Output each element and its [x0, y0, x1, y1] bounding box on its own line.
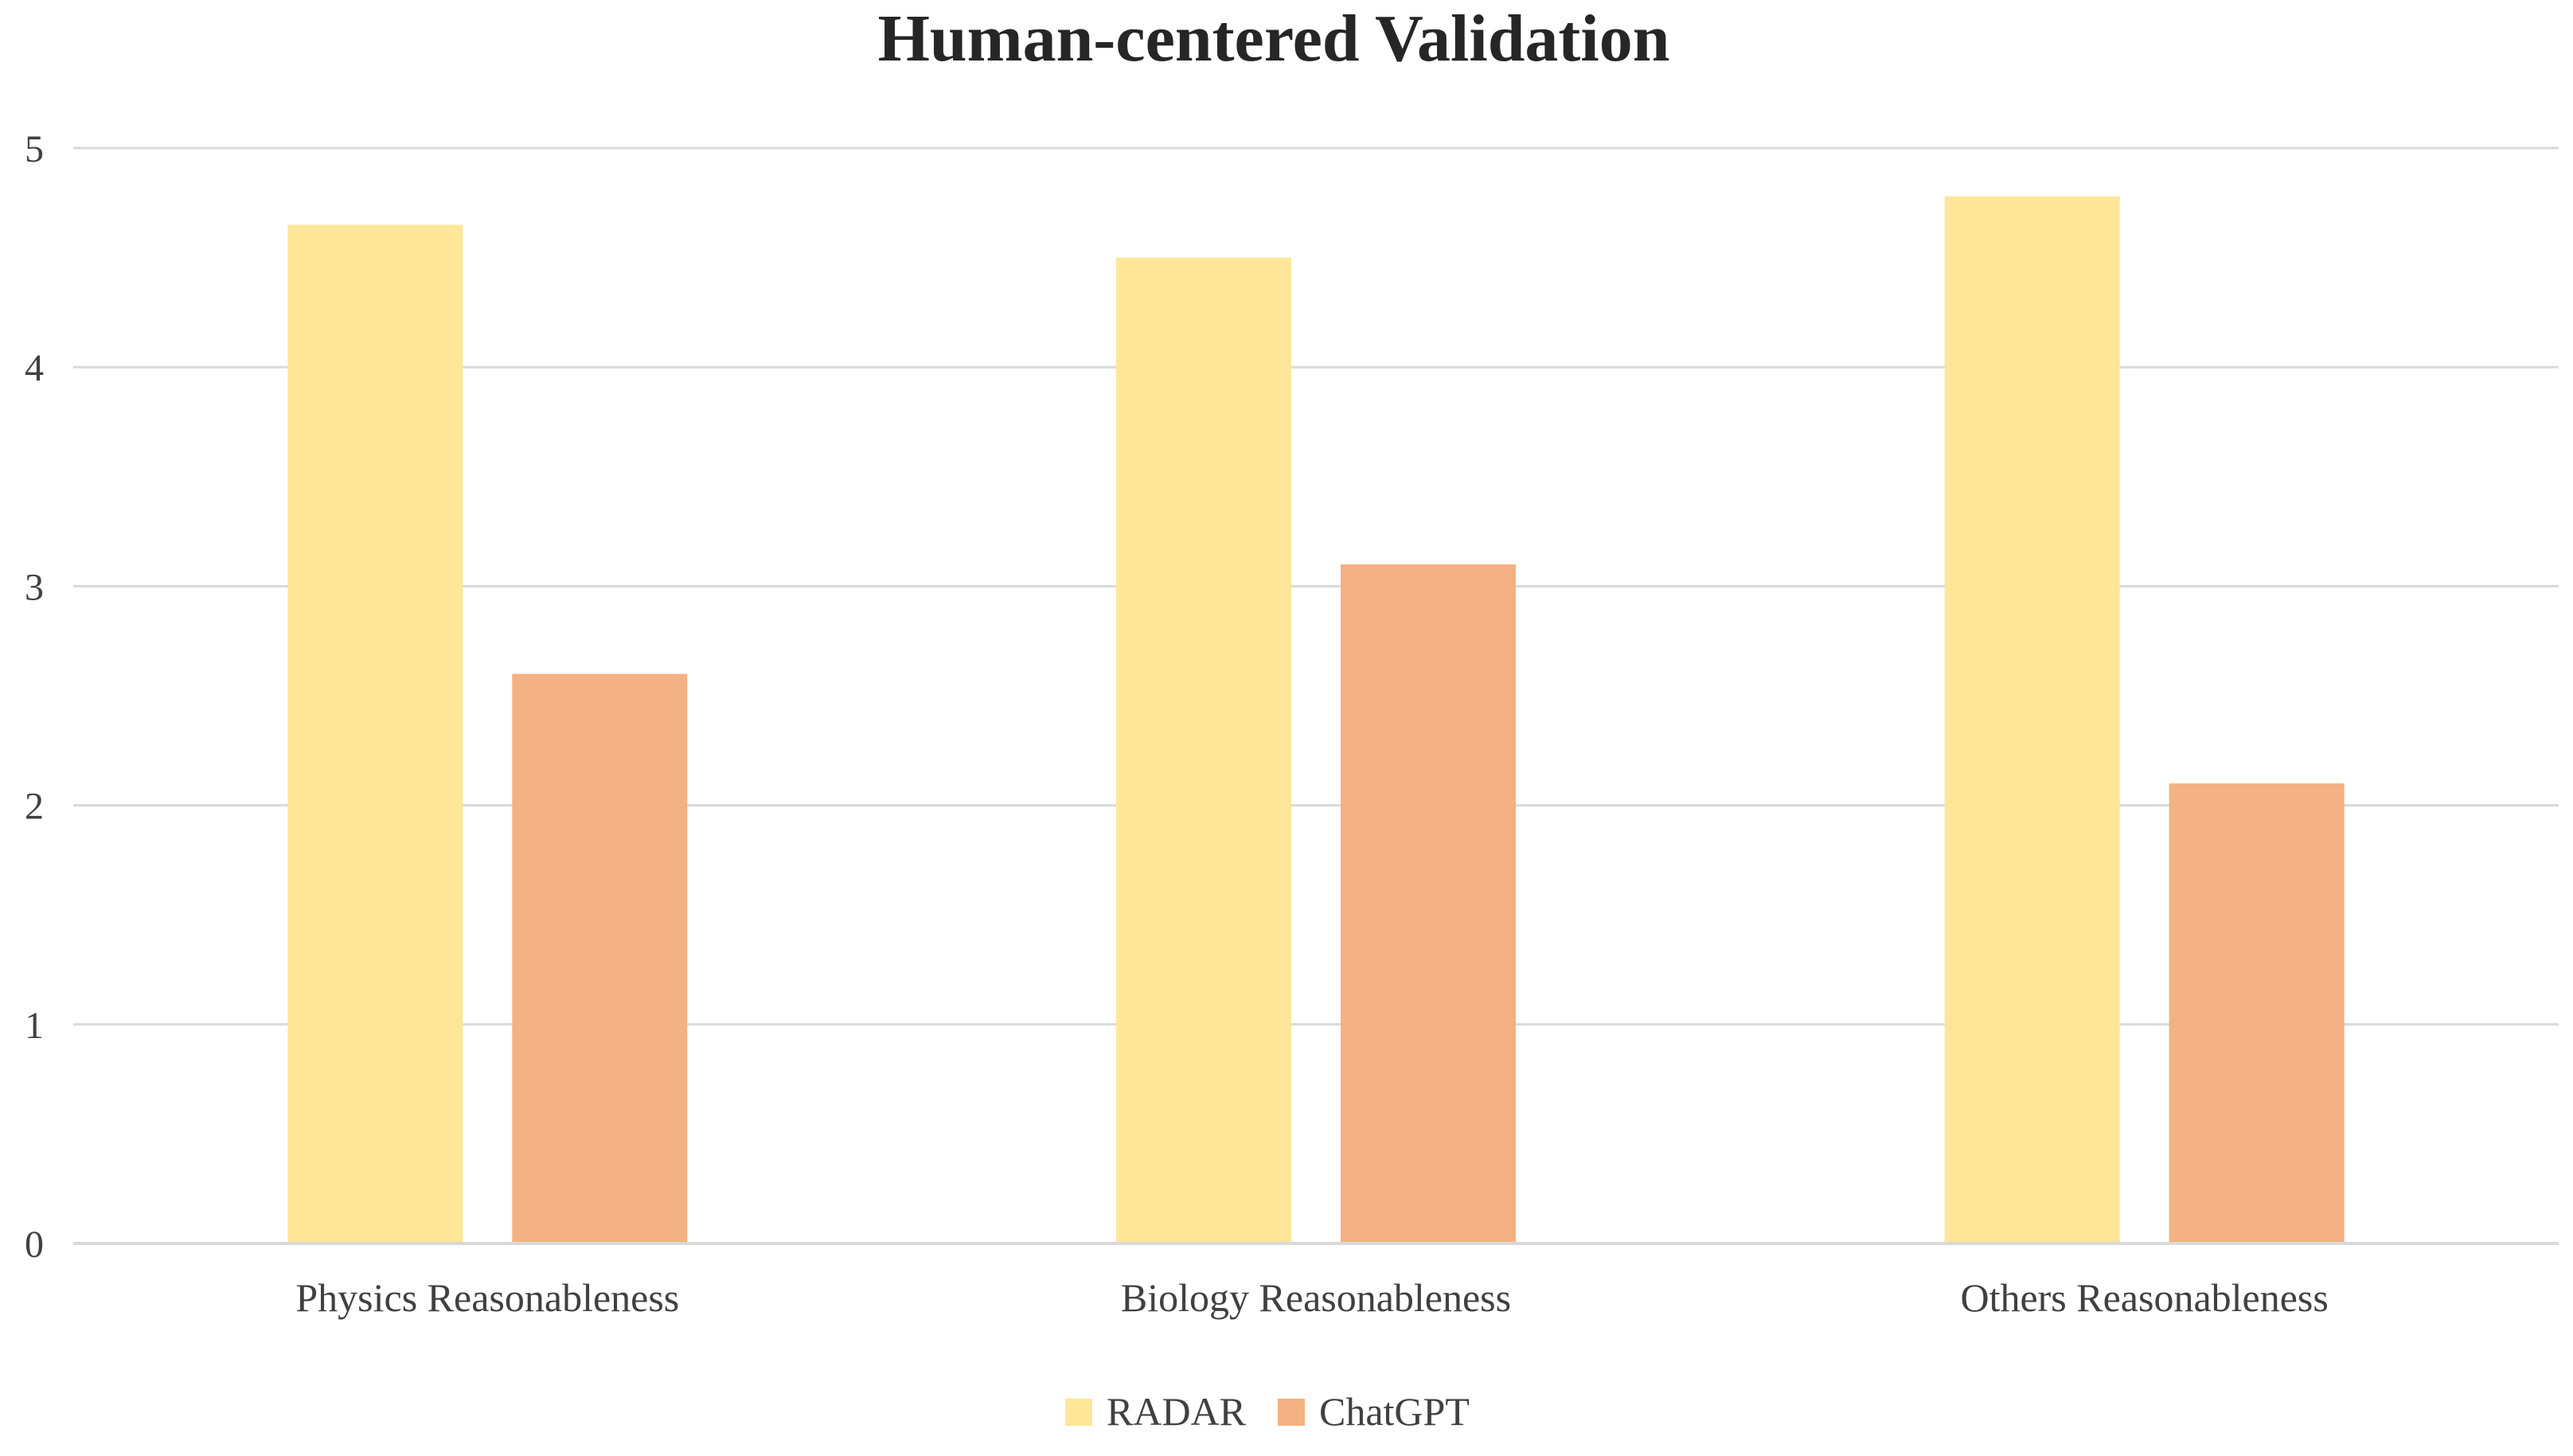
x-category-label-2: Biology Reasonableness	[1121, 1275, 1511, 1320]
y-tick-label-0: 0	[25, 1224, 44, 1266]
y-tick-label-3: 3	[25, 566, 44, 608]
y-tick-label-1: 1	[25, 1005, 44, 1047]
y-tick-label-2: 2	[25, 786, 44, 828]
x-axis-category-labels: Physics Reasonableness Biology Reasonable…	[295, 1275, 2328, 1320]
legend: RADAR ChatGPT	[1065, 1389, 1470, 1434]
chart-title: Human-centered Validation	[878, 2, 1670, 76]
legend-label-chatgpt: ChatGPT	[1319, 1389, 1470, 1434]
legend-swatch-radar	[1065, 1399, 1092, 1426]
bar-radar-2	[1116, 257, 1291, 1244]
bar-radar-3	[1944, 196, 2120, 1244]
gridlines	[73, 146, 2559, 1026]
bars	[287, 196, 2345, 1244]
x-category-label-1: Physics Reasonableness	[295, 1275, 679, 1320]
bar-chatgpt-3	[2169, 783, 2345, 1243]
bar-chatgpt-1	[512, 673, 688, 1243]
legend-label-radar: RADAR	[1107, 1389, 1247, 1434]
y-axis-tick-labels: 0 1 2 3 4 5	[25, 128, 44, 1266]
y-tick-label-5: 5	[25, 128, 44, 170]
x-category-label-3: Others Reasonableness	[1960, 1275, 2328, 1320]
legend-swatch-chatgpt	[1278, 1399, 1305, 1426]
bar-chatgpt-2	[1341, 564, 1516, 1243]
y-tick-label-4: 4	[25, 347, 44, 389]
bar-radar-1	[287, 224, 463, 1243]
